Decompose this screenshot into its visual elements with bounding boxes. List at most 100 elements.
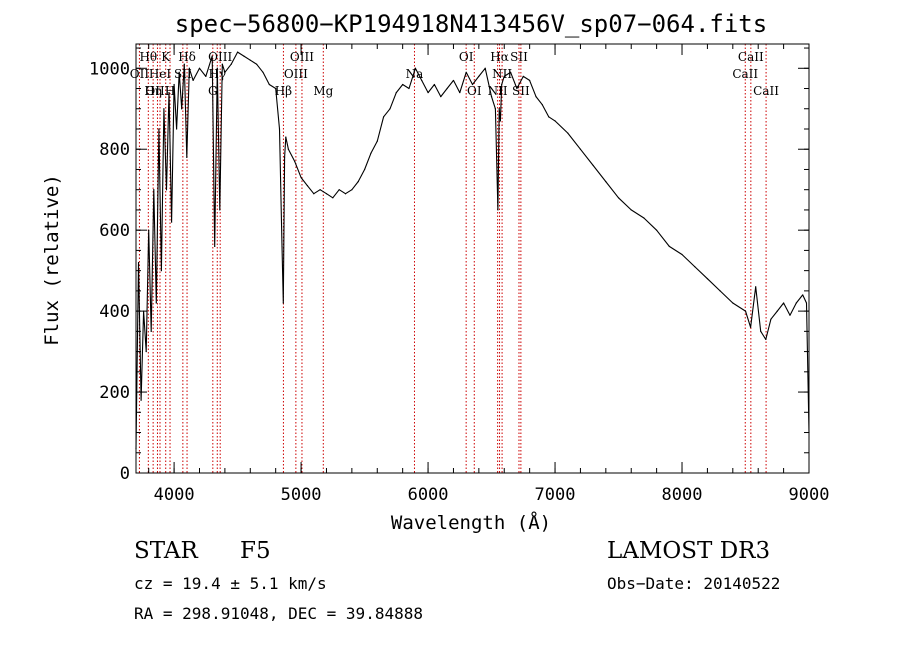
spectrum-point <box>357 181 359 183</box>
spectrum-point <box>192 79 194 82</box>
spectrum-point <box>554 120 556 122</box>
spectrum-point <box>163 108 165 110</box>
spectrum-point <box>140 399 142 401</box>
line-marker-label: OIII <box>208 50 232 64</box>
spectrum-point <box>176 128 178 130</box>
line-marker-label: OII <box>130 67 150 81</box>
spectrum-point <box>497 209 499 211</box>
spectrum-point <box>178 71 180 73</box>
spectrum-point <box>332 197 334 199</box>
spectrum-point <box>414 67 416 69</box>
spectrum-point <box>300 176 302 179</box>
spectrum-point <box>755 286 757 288</box>
spectrum-point <box>529 79 531 82</box>
spectrum-point <box>795 302 797 304</box>
x-tick-label: 4000 <box>154 485 195 505</box>
y-tick-label: 200 <box>99 383 130 403</box>
spectrum-point <box>230 63 232 65</box>
spectrum-point <box>198 67 201 69</box>
spectrum-point <box>694 265 696 268</box>
spectrum-point <box>344 193 347 195</box>
spectrum-point <box>278 128 281 130</box>
spectrum-point <box>579 148 582 150</box>
spectrum-point <box>548 116 550 118</box>
spectrum-point <box>262 71 264 73</box>
line-marker-label: H <box>165 84 175 98</box>
spectrum-point <box>484 67 486 69</box>
spectrum-point <box>338 189 340 191</box>
x-axis-label: Wavelength (Å) <box>391 511 551 534</box>
spectrum-point <box>282 302 284 304</box>
y-tick-label: 1000 <box>89 59 130 79</box>
spectrum-point <box>802 294 804 296</box>
spectrum-point <box>188 67 190 69</box>
spectrum-point <box>363 168 366 171</box>
spectrum-point <box>509 71 512 73</box>
y-axis-label: Flux (relative) <box>41 174 63 346</box>
spectrum-point <box>283 156 286 158</box>
spectrum-point <box>516 87 518 90</box>
line-marker-label: NII <box>488 84 508 98</box>
spectrum-point <box>165 189 168 191</box>
spectrum-point <box>383 116 385 118</box>
object-subclass: F5 <box>240 538 271 564</box>
line-marker-label: Hδ <box>178 50 196 64</box>
line-marker-label: K <box>161 50 171 64</box>
spectrum-point <box>770 318 772 320</box>
object-class: STAR <box>134 538 198 564</box>
line-marker-label: SII <box>512 84 530 98</box>
spectrum-series-line <box>135 51 810 449</box>
spectrum-point <box>249 59 251 61</box>
survey-name: LAMOST DR3 <box>607 538 771 564</box>
spectrum-point <box>319 189 321 191</box>
line-marker-label: OIII <box>145 84 169 98</box>
spectrum-point <box>243 55 245 57</box>
spectrum-point <box>605 181 607 183</box>
line-marker-label: CaII <box>732 67 758 81</box>
y-tick-label: 0 <box>120 464 130 484</box>
spectrum-point <box>592 164 594 167</box>
spectrum-point <box>452 79 455 82</box>
line-marker-label: OIII <box>290 50 314 64</box>
spectrum-point <box>471 83 474 86</box>
spectrum-point <box>155 302 157 304</box>
spectrum-point <box>706 278 709 280</box>
x-tick-label: 6000 <box>408 485 449 505</box>
spectrum-point <box>408 87 410 90</box>
spectrum-point <box>427 91 429 94</box>
spectrum-point <box>630 209 632 211</box>
spectrum-point <box>148 229 150 231</box>
spectrum-point <box>211 55 213 57</box>
series-layer <box>135 51 810 450</box>
line-marker-label: OIII <box>284 67 308 81</box>
spectrum-point <box>236 51 239 53</box>
spectrum-point <box>478 75 480 77</box>
spectrum-point <box>440 96 442 98</box>
spectrum-point <box>681 253 683 256</box>
spectrum-point <box>522 75 524 77</box>
spectrum-point <box>465 71 467 73</box>
y-tick-label: 600 <box>99 221 130 241</box>
spectrum-point <box>306 185 309 187</box>
spectrum-point <box>459 91 461 94</box>
spectrum-point <box>219 209 221 211</box>
spectrum-point <box>158 128 160 130</box>
spectrum-point <box>617 197 620 199</box>
line-marker-label: OI <box>467 84 482 98</box>
spectrum-point <box>224 71 226 73</box>
spectrum-point <box>776 310 778 312</box>
spectrum-point <box>294 160 296 162</box>
line-marker-label: Hβ <box>275 84 292 98</box>
spectrum-point <box>503 75 505 77</box>
x-tick-label: 5000 <box>281 485 322 505</box>
line-marker-label: Na <box>406 67 424 81</box>
spectrum-point <box>490 96 493 98</box>
line-marker-label: CaII <box>738 50 764 64</box>
spectrum-point <box>765 338 767 341</box>
spectrum-point <box>256 63 258 65</box>
spectrum-point <box>216 67 218 69</box>
spectrum-point <box>313 193 315 195</box>
line-marker-label: NII <box>492 67 512 81</box>
